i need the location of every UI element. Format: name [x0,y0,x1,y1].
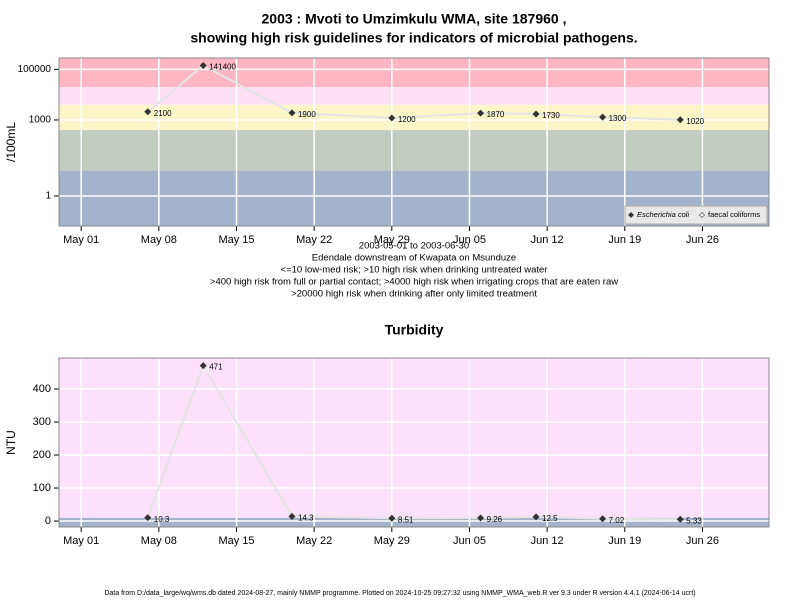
x-tick-label: Jun 12 [531,234,564,246]
x-tick-label: May 29 [374,234,410,246]
x-tick-label: Jun 05 [453,535,486,547]
y-axis-label: NTU [4,430,18,455]
data-point [599,515,607,523]
data-label: 471 [209,363,223,372]
data-point [388,114,396,122]
data-label: 9.26 [487,515,503,524]
data-point [676,515,684,523]
legend [624,205,768,225]
chart-title: 2003 : Mvoti to Umzimkulu WMA, site 1879… [262,11,567,27]
legend-label: faecal coliforms [708,210,760,219]
data-point [477,109,485,117]
x-tick-label: Jun 05 [453,234,486,246]
data-point [532,110,540,118]
data-label: 1730 [542,111,560,120]
x-tick-label: May 29 [374,535,410,547]
y-tick-label: 100000 [18,64,52,75]
note: 2003-05-01 to 2003-06-30 [359,241,469,252]
x-tick-label: May 08 [141,234,177,246]
note: >20000 high risk when drinking after onl… [291,289,537,300]
data-label: 1200 [398,115,416,124]
x-tick-label: May 01 [63,535,99,547]
note: <=10 low-med risk; >10 high risk when dr… [281,265,548,276]
y-tick-label: 0 [45,515,51,527]
note: Edendale downstream of Kwapata on Msundu… [312,253,516,264]
legend-marker [628,212,634,218]
data-point [144,514,152,522]
x-tick-label: May 22 [296,535,332,547]
x-tick-label: May 15 [218,234,254,246]
y-tick-label: 1 [45,191,51,202]
note: >400 high risk from full or partial cont… [210,277,618,288]
risk-band [59,130,769,171]
data-point [199,362,207,370]
risk-band [59,58,769,88]
data-label: 1300 [609,114,627,123]
risk-band [59,358,769,518]
y-tick-label: 200 [33,449,51,461]
data-point [599,113,607,121]
data-label: 7.02 [609,516,625,525]
data-point [288,512,296,520]
data-label: 12.5 [542,514,558,523]
y-tick-label: 1000 [29,115,52,126]
chart-title: showing high risk guidelines for indicat… [190,30,637,46]
chart-title: Turbidity [385,322,444,338]
data-point [288,109,296,117]
data-label: 1020 [686,117,704,126]
data-label: 141400 [209,63,236,72]
x-tick-label: Jun 19 [608,234,641,246]
data-point [477,514,485,522]
x-tick-label: May 01 [63,234,99,246]
data-label: 14.3 [298,513,314,522]
data-label: 1870 [487,110,505,119]
y-tick-label: 100 [33,482,51,494]
data-point [144,108,152,116]
data-label: 5.33 [686,516,702,525]
x-tick-label: May 22 [296,234,332,246]
footer: Data from D:/data_large/wq/wms.db dated … [104,590,695,597]
data-label: 1900 [298,110,316,119]
data-point [532,513,540,521]
risk-band [59,517,769,527]
legend-label: Escherichia coli [637,210,689,219]
x-tick-label: May 15 [218,535,254,547]
legend-marker [699,212,705,218]
x-tick-label: Jun 26 [686,234,719,246]
series-line [146,363,681,521]
y-tick-label: 300 [33,416,51,428]
data-point [388,514,396,522]
data-point [199,62,207,70]
plot-frame [58,357,770,528]
series-line [147,64,681,121]
data-point [676,116,684,124]
data-label: 2100 [154,109,172,118]
x-tick-label: May 08 [141,535,177,547]
x-tick-label: Jun 26 [686,535,719,547]
y-tick-label: 400 [33,383,51,395]
y-axis-label: /100mL [4,122,18,162]
x-tick-label: Jun 12 [531,535,564,547]
x-tick-label: Jun 19 [608,535,641,547]
plot-frame [58,57,770,227]
data-label: 10.3 [154,515,170,524]
data-label: 8.51 [398,515,414,524]
